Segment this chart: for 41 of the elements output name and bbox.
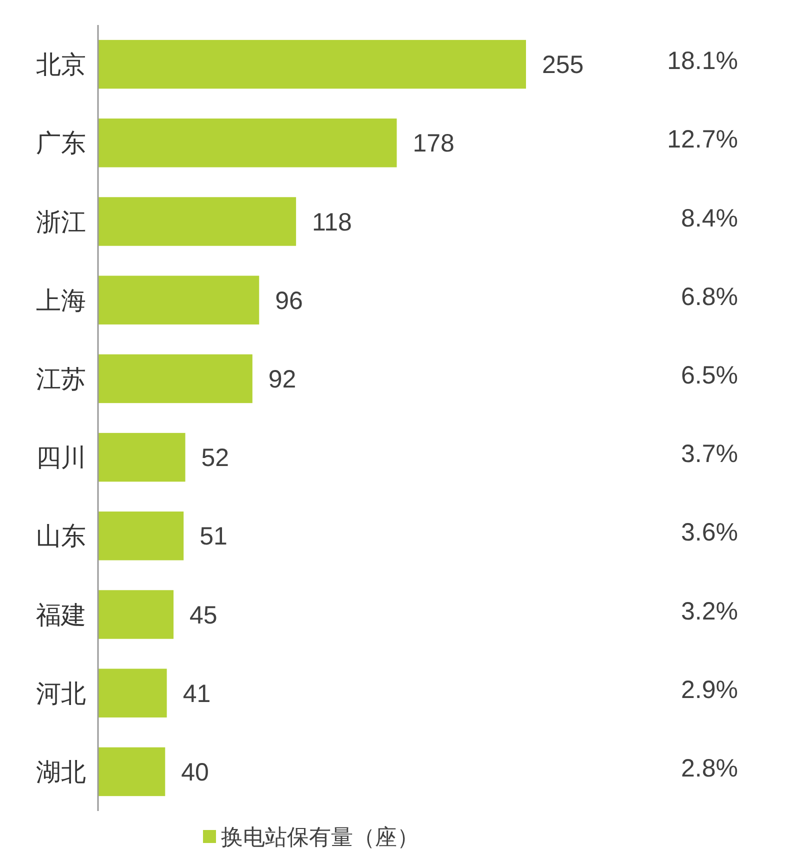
bar xyxy=(98,432,186,482)
text: 3.2% xyxy=(681,597,738,626)
text: 2.9% xyxy=(681,676,738,704)
y-tick-label: 河北 xyxy=(36,680,86,708)
text: 6.5% xyxy=(681,361,738,390)
data-label: 45 xyxy=(190,601,218,630)
data-label: 255 xyxy=(542,51,584,80)
bar xyxy=(98,747,166,796)
data-label: 41 xyxy=(182,680,211,708)
y-tick-label: 山东 xyxy=(36,522,86,551)
bar xyxy=(98,354,252,404)
data-label: 51 xyxy=(200,522,228,551)
y-tick-label: 湖北 xyxy=(36,758,86,786)
data-label: 52 xyxy=(201,444,230,472)
y-tick-label: 江苏 xyxy=(36,365,86,394)
text: 3.7% xyxy=(681,440,738,468)
y-tick-label: 广东 xyxy=(36,130,86,158)
bar xyxy=(98,668,167,718)
data-label: 96 xyxy=(275,286,303,315)
bar xyxy=(98,197,296,246)
bar xyxy=(98,276,260,324)
data-label: 40 xyxy=(181,758,209,786)
bar xyxy=(98,512,184,560)
text: 8.4% xyxy=(681,204,738,232)
bar xyxy=(98,40,526,89)
text: 3.6% xyxy=(681,518,738,547)
y-tick-label: 上海 xyxy=(36,286,86,315)
text: 12.7% xyxy=(667,126,738,154)
bar xyxy=(98,118,397,168)
data-label: 118 xyxy=(312,208,352,236)
y-tick-label: 福建 xyxy=(36,601,86,630)
text: 2.8% xyxy=(681,754,738,782)
data-label: 178 xyxy=(412,130,454,158)
text: 6.8% xyxy=(681,282,738,311)
legend-label: 换电站保有量（座） xyxy=(221,824,419,850)
bar xyxy=(98,590,174,639)
y-tick-label: 北京 xyxy=(36,51,86,80)
y-tick-label: 四川 xyxy=(36,444,86,472)
text: 18.1% xyxy=(667,47,738,76)
data-label: 92 xyxy=(268,365,296,394)
y-tick-label: 浙江 xyxy=(36,208,86,236)
